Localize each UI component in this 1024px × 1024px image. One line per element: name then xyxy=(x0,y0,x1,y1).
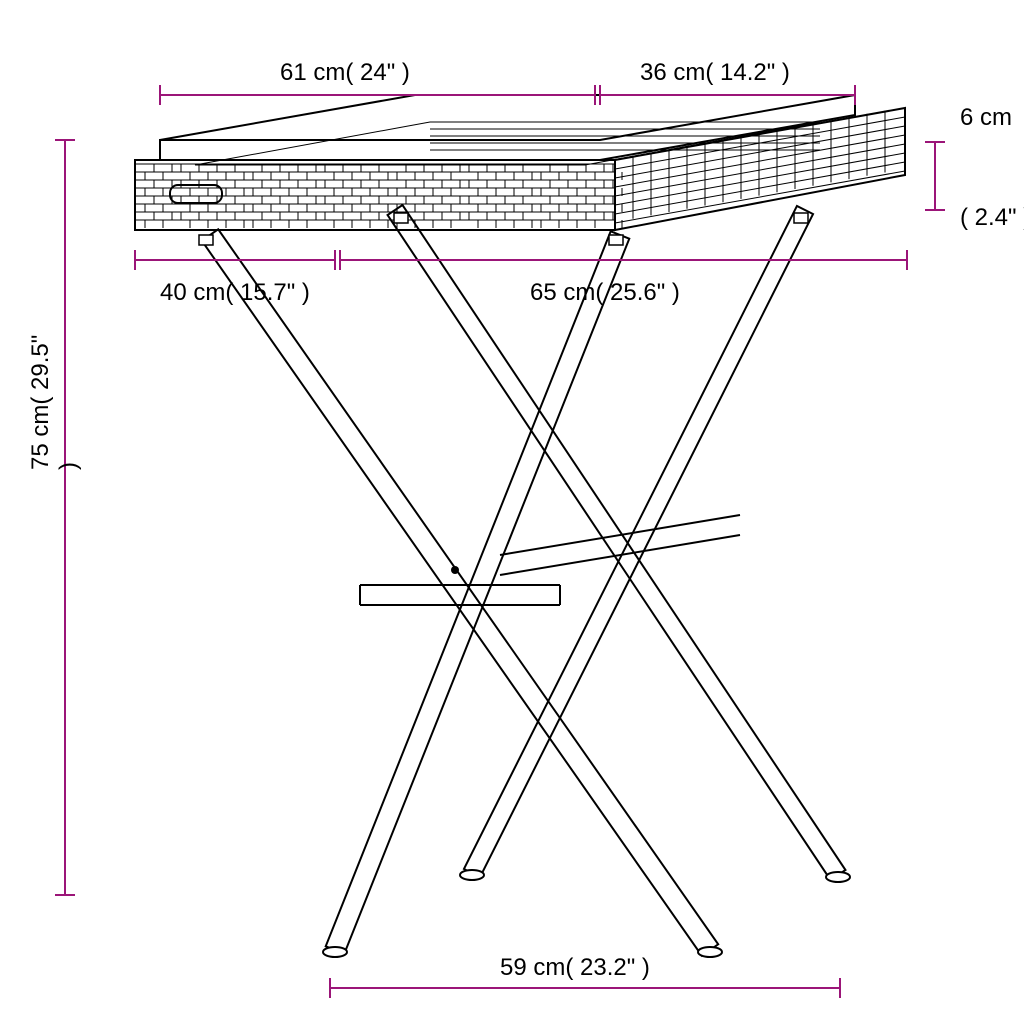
dim-leg_spread xyxy=(330,978,840,998)
dim-tray_rim_height xyxy=(925,142,945,210)
dim-label-tray_bottom_depth: 40 cm( 15.7" ) xyxy=(160,279,310,306)
leg-foot xyxy=(698,947,722,957)
dim-overall_height xyxy=(55,140,75,895)
dim-label-overall_height: 75 cm( 29.5") xyxy=(27,335,82,470)
dimension-diagram: 61 cm( 24" ) 36 cm( 14.2" ) 6 cm ( 2.4" ) 40… xyxy=(0,0,1024,1024)
leg-foot xyxy=(323,947,347,957)
dim-label-tray_bottom_width: 65 cm( 25.6" ) xyxy=(530,279,680,306)
dim-label-tray_rim_height: 6 cm xyxy=(960,104,1012,131)
dim-label-tray_top_depth: 36 cm( 14.2" ) xyxy=(640,59,790,86)
leg-foot xyxy=(460,870,484,880)
dim-label-leg_spread: 59 cm( 23.2" ) xyxy=(500,954,650,981)
leg-foot xyxy=(826,872,850,882)
dim-label-tray_rim_height: ( 2.4" ) xyxy=(960,204,1024,231)
dim-label-tray_top_width: 61 cm( 24" ) xyxy=(280,59,410,86)
